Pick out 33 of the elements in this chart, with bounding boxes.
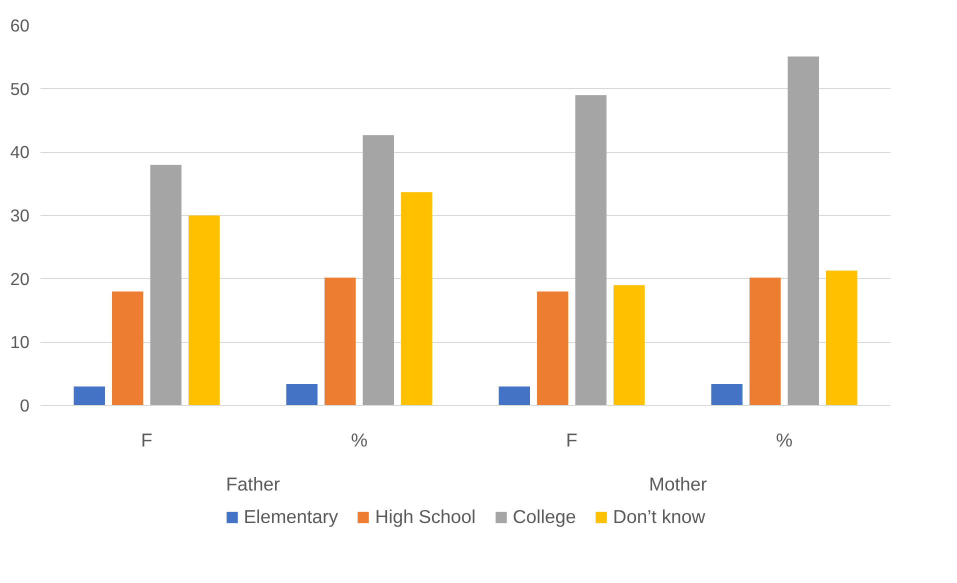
y-tick-label: 20 <box>10 268 30 289</box>
bar <box>401 192 432 406</box>
bar <box>498 386 530 406</box>
legend-label: High School <box>375 506 476 528</box>
bar <box>614 285 645 406</box>
bar <box>362 135 394 406</box>
bar <box>286 384 318 406</box>
bar <box>711 384 742 406</box>
bar <box>575 95 606 406</box>
bar <box>150 164 182 406</box>
y-tick-label: 40 <box>10 142 30 162</box>
bar <box>537 292 568 406</box>
legend-label: Don’t know <box>612 506 706 528</box>
bar <box>324 278 356 406</box>
x-tick-label: F <box>141 430 152 450</box>
legend-label: College <box>512 506 576 528</box>
y-tick-label: 0 <box>20 396 30 416</box>
bar <box>112 292 144 406</box>
y-tick-label: 30 <box>10 206 30 226</box>
bar <box>750 278 781 406</box>
x-tick-label: % <box>350 430 368 450</box>
x-tick-label: F <box>566 430 578 450</box>
bar <box>74 386 105 406</box>
text: Mother <box>648 474 708 494</box>
y-tick-label: 10 <box>10 332 30 352</box>
y-tick-label: 60 <box>10 16 30 36</box>
bar <box>826 270 858 406</box>
bar <box>188 216 220 406</box>
legend-label: Elementary <box>244 506 338 528</box>
y-tick-label: 50 <box>10 78 30 99</box>
bar <box>788 56 819 406</box>
text: Father <box>226 474 280 494</box>
x-tick-label: % <box>776 430 793 450</box>
